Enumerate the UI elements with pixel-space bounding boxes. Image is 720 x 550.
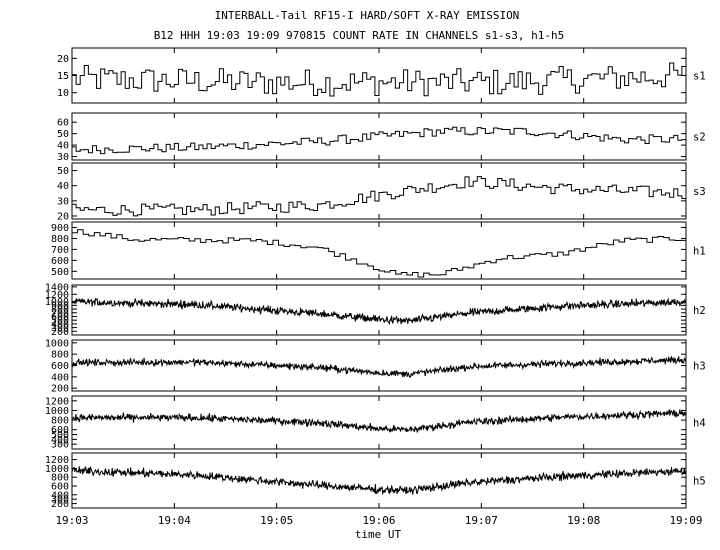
y-tick-label: 10 [57, 88, 69, 99]
y-tick-label: 1200 [45, 290, 69, 301]
panel-frame-s3 [71, 162, 687, 220]
y-tick-label: 30 [57, 196, 69, 207]
series-s3 [72, 176, 686, 217]
x-tick-label: 19:05 [260, 514, 293, 527]
y-tick-label: 400 [51, 490, 69, 501]
y-tick-label: 600 [51, 312, 69, 323]
series-h3 [71, 356, 687, 378]
y-tick-label: 800 [51, 234, 69, 245]
y-tick-label: 200 [51, 499, 69, 510]
y-tick-label: 200 [51, 384, 69, 395]
channel-label-h4: h4 [693, 418, 706, 430]
y-tick-label: 800 [51, 473, 69, 484]
channel-label-h5: h5 [693, 476, 706, 488]
panel-frame-h5 [71, 452, 687, 509]
y-tick-label: 600 [51, 256, 69, 267]
x-tick-label: 19:06 [362, 514, 395, 527]
y-tick-label: 1000 [45, 464, 69, 475]
y-tick-label: 50 [57, 129, 69, 140]
x-axis: 19:03 19:04 19:05 19:06 19:07 19:08 19:09 [55, 48, 703, 527]
series-s2 [72, 126, 686, 155]
y-tick-label: 700 [51, 245, 69, 256]
y-tick-label: 800 [51, 350, 69, 361]
y-tick-label: 20 [57, 54, 69, 65]
panel-frame-h3 [71, 339, 687, 392]
x-axis-label: time UT [355, 528, 402, 541]
y-tick-label: 900 [51, 223, 69, 234]
y-tick-label: 15 [57, 71, 69, 82]
y-tick-label: 400 [51, 319, 69, 330]
series-s1 [72, 62, 686, 97]
y-tick-label: 1400 [45, 282, 69, 293]
y-tick-label: 600 [51, 482, 69, 493]
y-tick-label: 500 [51, 267, 69, 278]
y-tick-label: 1000 [45, 338, 69, 349]
series-h2 [71, 297, 687, 326]
y-tick-label: 40 [57, 141, 69, 152]
channel-label-h3: h3 [693, 361, 706, 373]
panel-frame-s2 [71, 112, 687, 161]
channel-label-h2: h2 [693, 305, 706, 317]
y-tick-label: 1200 [45, 396, 69, 407]
y-tick-label: 300 [51, 495, 69, 506]
channel-label-h1: h1 [693, 246, 706, 258]
channel-label-s3: s3 [693, 186, 706, 198]
series-h4 [71, 409, 687, 434]
y-tick-label: 40 [57, 181, 69, 192]
y-tick-label: 400 [51, 435, 69, 446]
x-tick-label: 19:09 [669, 514, 702, 527]
chart-title: INTERBALL-Tail RF15-I HARD/SOFT X-RAY EM… [215, 9, 520, 22]
y-tick-label: 1000 [45, 297, 69, 308]
channel-label-s1: s1 [693, 71, 706, 83]
y-tick-label: 800 [51, 305, 69, 316]
x-tick-label: 19:07 [465, 514, 498, 527]
panel-s3: 20 30 40 50 s3 [57, 162, 706, 222]
panel-frame-h2 [71, 284, 687, 336]
y-tick-label: 700 [51, 308, 69, 319]
x-tick-label: 19:03 [55, 514, 88, 527]
series-h1 [72, 229, 686, 278]
panel-frame-h4 [71, 395, 687, 450]
y-tick-label: 600 [51, 425, 69, 436]
y-tick-label: 900 [51, 301, 69, 312]
panels: 101520s130405060s220304050s3500600700800… [45, 47, 706, 510]
y-tick-label: 30 [57, 152, 69, 163]
panel-s1: 10 15 20 s1 [57, 47, 706, 104]
channel-label-s2: s2 [693, 132, 706, 144]
x-tick-label: 19:08 [567, 514, 600, 527]
y-tick-label: 300 [51, 323, 69, 334]
x-tick-label: 19:04 [158, 514, 191, 527]
y-tick-label: 1000 [45, 406, 69, 417]
y-tick-label: 500 [51, 430, 69, 441]
series-h5 [71, 466, 687, 496]
y-tick-label: 200 [51, 327, 69, 338]
y-tick-label: 300 [51, 440, 69, 451]
y-tick-label: 800 [51, 416, 69, 427]
chart-subtitle: B12 HHH 19:03 19:09 970815 COUNT RATE IN… [154, 29, 565, 42]
y-tick-label: 600 [51, 361, 69, 372]
y-tick-label: 60 [57, 118, 69, 129]
y-tick-label: 50 [57, 166, 69, 177]
y-tick-label: 20 [57, 211, 69, 222]
y-tick-label: 500 [51, 316, 69, 327]
y-tick-label: 1200 [45, 455, 69, 466]
y-tick-label: 400 [51, 372, 69, 383]
